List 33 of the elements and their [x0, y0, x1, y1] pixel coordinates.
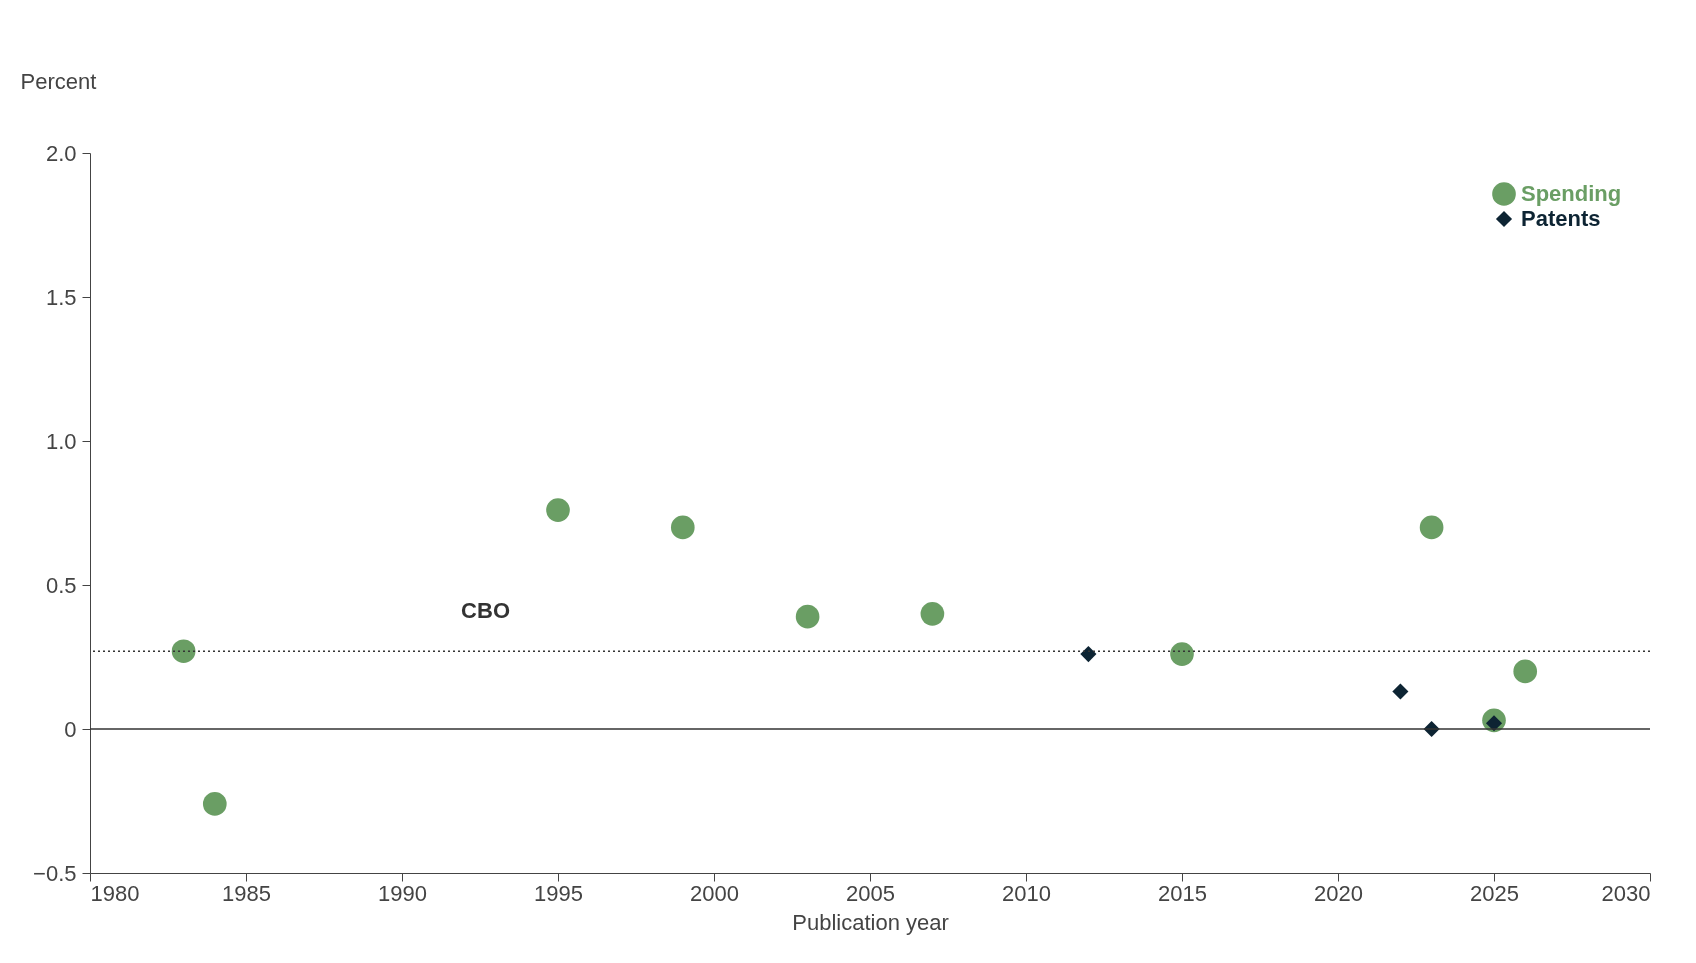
point: [171, 639, 196, 664]
ref-line-label: CBO: [461, 598, 510, 624]
point: [670, 515, 695, 540]
x-tick-label: 2005: [846, 880, 895, 906]
point: [1513, 659, 1538, 684]
y-tick-label: 0: [64, 716, 77, 742]
x-tick-label: 2020: [1314, 880, 1363, 906]
y-tick-label: 2.0: [45, 140, 77, 166]
legend-label: Spending: [1521, 181, 1622, 206]
y-axis-title: Percent: [20, 68, 97, 94]
point: [1392, 683, 1409, 700]
y-tick-label: 0.5: [45, 572, 77, 598]
point: [920, 601, 945, 626]
x-tick-label: 2010: [1002, 880, 1051, 906]
legend-label: Patents: [1521, 206, 1601, 231]
y-tick-label: 1.5: [45, 284, 77, 310]
x-tick-label: 1985: [222, 880, 271, 906]
point: [546, 498, 570, 522]
point: [202, 792, 227, 816]
x-tick-label: 1990: [378, 880, 427, 906]
point: [795, 604, 820, 629]
point: [1419, 515, 1444, 540]
point: [1080, 646, 1097, 663]
point: [1170, 642, 1194, 666]
x-tick-label: 2015: [1158, 880, 1207, 906]
x-axis-title: Publication year: [792, 909, 949, 935]
y-tick-label: 1.0: [45, 428, 77, 454]
x-tick-label: 1995: [534, 880, 583, 906]
y-tick-label: −0.5: [33, 860, 77, 886]
x-tick-label: 2000: [690, 880, 739, 906]
x-tick-label: 2025: [1470, 880, 1519, 906]
x-tick-label: 1980: [90, 880, 140, 906]
x-tick-label: 2030: [1601, 880, 1651, 906]
